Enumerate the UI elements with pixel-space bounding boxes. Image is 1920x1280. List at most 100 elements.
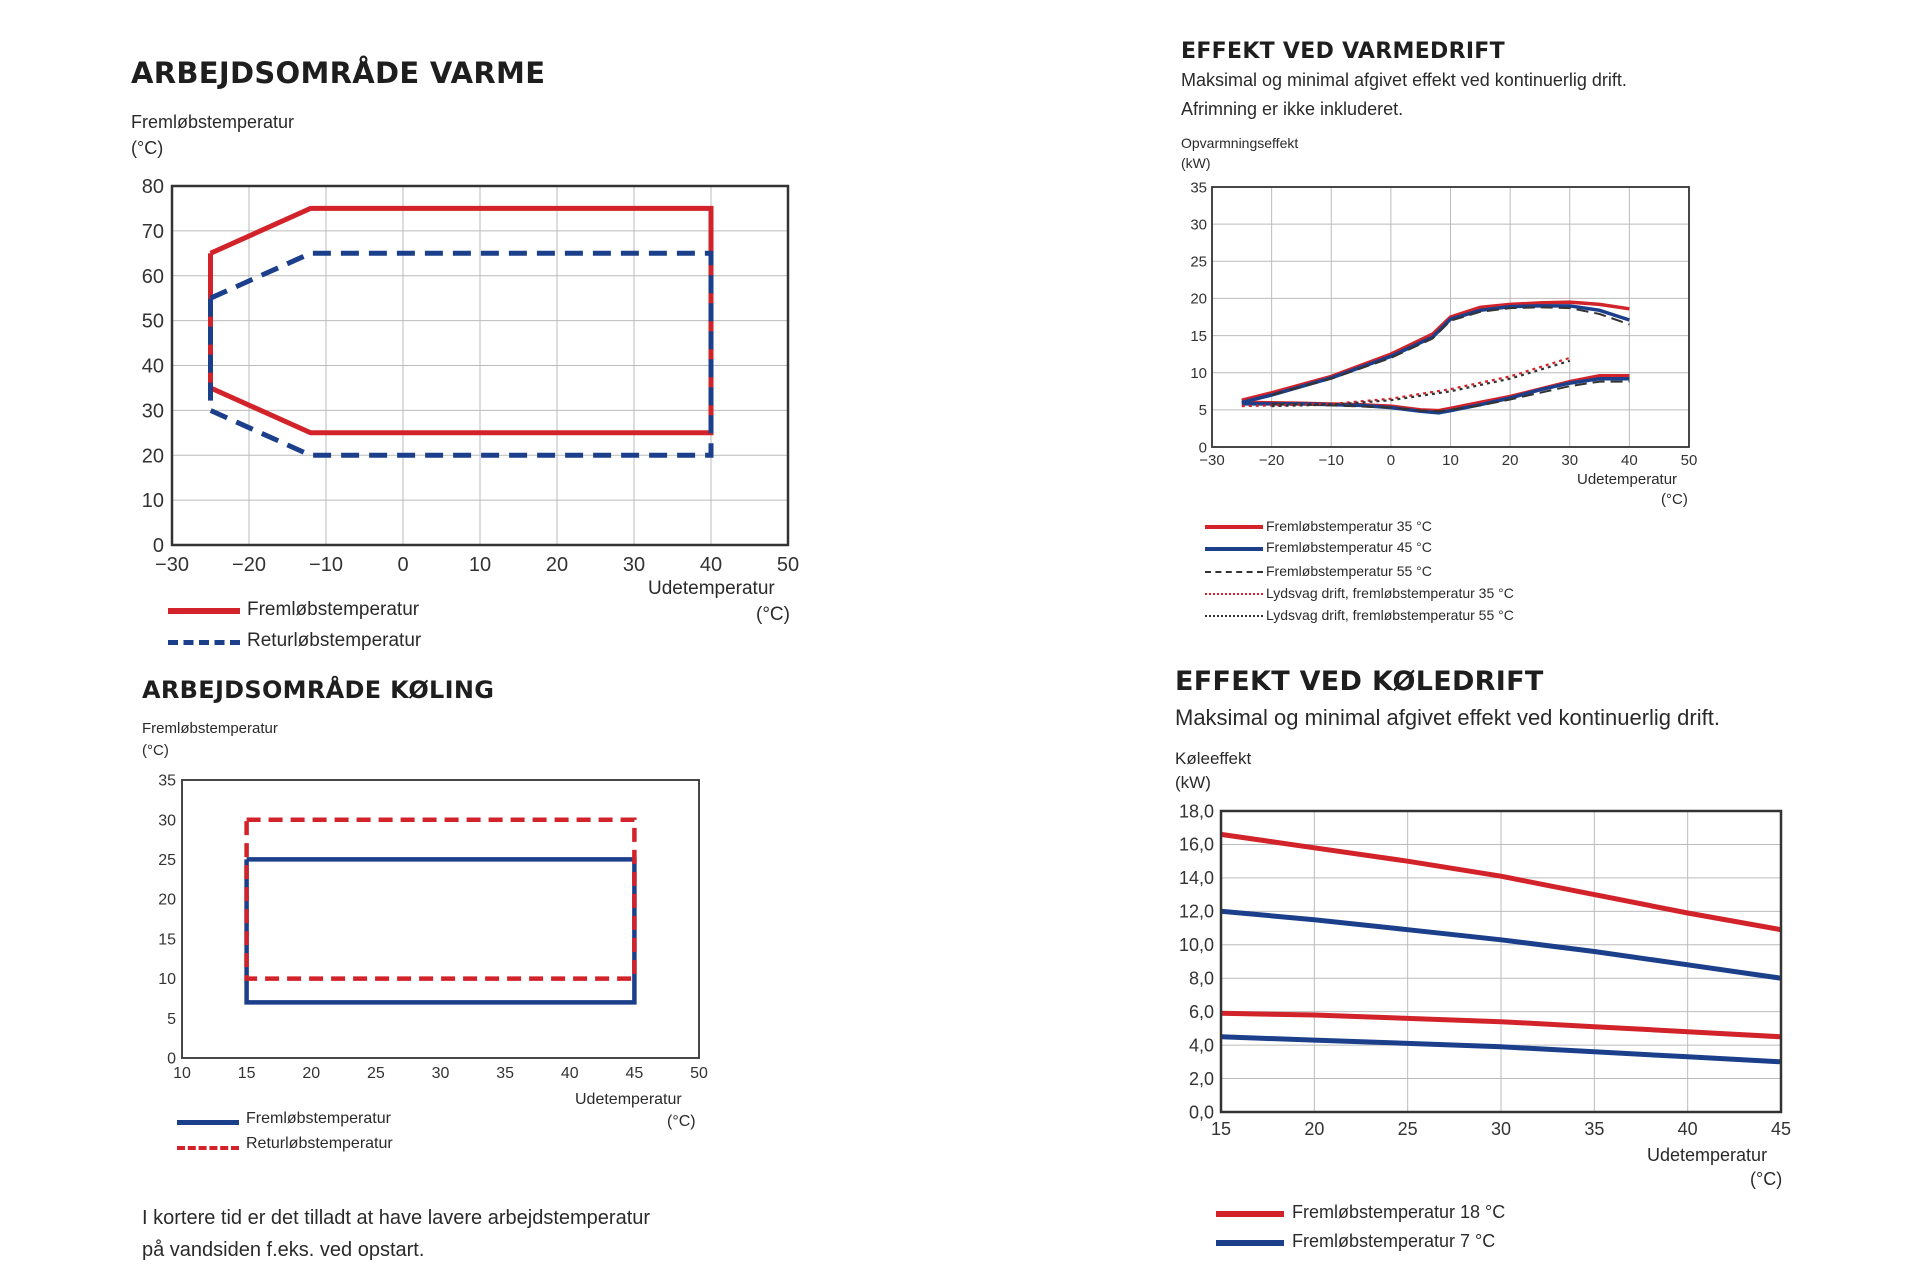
heating-power-legend-45-swatch (1205, 547, 1263, 551)
heating_range-ytick-label: 40 (142, 356, 164, 378)
cooling-range-legend-return: Returløbstemperatur (246, 1135, 393, 1152)
heating_power-ytick-label: 15 (1190, 328, 1207, 345)
cooling_range-xtick-label: 15 (238, 1065, 256, 1082)
cooling-power-subtitle: Maksimal og minimal afgivet effekt ved k… (1175, 705, 1720, 730)
cooling-power-xlabel: Udetemperatur (1647, 1145, 1768, 1165)
cooling_range-frame (181, 779, 700, 1059)
heating-power-yunit: (kW) (1181, 155, 1211, 171)
cooling-range-title: ARBEJDSOMRÅDE KØLING (142, 676, 495, 704)
cooling_power-xtick-label: 25 (1398, 1119, 1418, 1139)
heating_power-frame (1211, 186, 1690, 448)
heating_power-xtick-label: 30 (1561, 452, 1578, 469)
cooling-power-title: EFFEKT VED KØLEDRIFT (1175, 666, 1544, 697)
cooling-power-ylabel: Køleeffekt (1175, 749, 1252, 768)
heating_power-series-4 (1271, 306, 1630, 396)
heating_power-xtick-label: −20 (1259, 452, 1284, 469)
heating_range-series-1 (208, 250, 714, 458)
cooling_range-plot: 10 15 20 25 30 35 40 45 50 0 5 10 15 20 25 30 35 (158, 773, 708, 1082)
heating_range-xtick-label: 50 (777, 554, 799, 576)
cooling-power-yunit: (kW) (1175, 773, 1211, 792)
heating_power-ytick-label: 25 (1190, 254, 1207, 271)
heating_range-xtick-label: 30 (623, 554, 645, 576)
cooling_range-xtick-label: 20 (302, 1065, 320, 1082)
cooling-power-legend-18: Fremløbstemperatur 18 °C (1292, 1202, 1506, 1222)
cooling-power-legend-7: Fremløbstemperatur 7 °C (1292, 1231, 1496, 1251)
cooling-range-legend-return-swatch (177, 1146, 239, 1150)
heating_power-ytick-label: 30 (1190, 216, 1207, 233)
cooling_range-xtick-label: 25 (367, 1065, 385, 1082)
cooling-range-yunit: (°C) (142, 742, 169, 759)
heating-power-ylabel: Opvarmningseffekt (1181, 135, 1299, 151)
heating-range-title: ARBEJDSOMRÅDE VARME (131, 56, 546, 90)
cooling_power-xtick-label: 45 (1771, 1119, 1791, 1139)
heating_power-xtick-label: 0 (1387, 452, 1395, 469)
heating_range-frame (170, 184, 790, 547)
cooling_range-xtick-label: 10 (173, 1065, 191, 1082)
heating_range-xtick-label: 20 (546, 554, 568, 576)
heating-power-subtitle-1: Maksimal og minimal afgivet effekt ved k… (1181, 70, 1627, 90)
cooling_power-ytick-label: 12,0 (1179, 902, 1214, 922)
cooling_range-ytick-label: 20 (158, 892, 176, 909)
heating_power-series-5 (1271, 380, 1630, 413)
note-line-2: på vandsiden f.eks. ved opstart. (142, 1239, 425, 1261)
cooling-power-legend-18-swatch (1216, 1211, 1284, 1217)
cooling_range-ytick-label: 10 (158, 971, 176, 988)
heating_range-ytick-label: 80 (142, 176, 164, 198)
heating_range-ytick-label: 0 (153, 535, 164, 557)
heating_power-ytick-label: 35 (1190, 179, 1207, 196)
heating_range-ytick-label: 60 (142, 266, 164, 288)
cooling_power-ytick-label: 10,0 (1179, 935, 1214, 955)
heating_power-xtick-label: 10 (1442, 452, 1459, 469)
cooling_power-ytick-label: 16,0 (1179, 835, 1214, 855)
heating_range-ytick-label: 70 (142, 221, 164, 243)
cooling-range-legend-supply-swatch (177, 1120, 239, 1125)
cooling_power-ytick-label: 8,0 (1189, 969, 1214, 989)
cooling-range-legend-supply: Fremløbstemperatur (246, 1110, 391, 1127)
heating-power-legend-55-swatch (1205, 571, 1263, 573)
heating-power-legend-quiet-55-swatch (1205, 615, 1263, 617)
heating-range-ylabel: Fremløbstemperatur (131, 112, 295, 132)
heating_power-series-3 (1241, 376, 1630, 415)
heating-range-legend-supply: Fremløbstemperatur (247, 599, 420, 620)
heating_range-ytick-label: 30 (142, 400, 164, 422)
cooling_range-ytick-label: 0 (167, 1051, 176, 1068)
heating-power-legend-55: Fremløbstemperatur 55 °C (1266, 563, 1432, 579)
heating_range-xtick-label: 40 (700, 554, 722, 576)
cooling-power-xunit: (°C) (1750, 1169, 1783, 1189)
cooling_power-series-1 (1220, 1010, 1782, 1040)
heating_power-ytick-label: 10 (1190, 365, 1207, 382)
heating-range-xunit: (°C) (756, 604, 790, 625)
heating_power-series-2 (1241, 304, 1630, 405)
cooling_power-series-0 (1220, 831, 1782, 933)
heating_range-ytick-label: 20 (142, 445, 164, 467)
cooling_power-ytick-label: 4,0 (1189, 1035, 1214, 1055)
cooling_range-ytick-label: 25 (158, 852, 176, 869)
cooling_range-series-1 (244, 817, 637, 981)
heating-power-legend-quiet-55: Lydsvag drift, fremløbstemperatur 55 °C (1266, 607, 1514, 623)
heating-range-yunit: (°C) (131, 138, 164, 158)
heating-power-xunit: (°C) (1661, 491, 1688, 508)
cooling_power-ytick-label: 18,0 (1179, 801, 1214, 821)
heating_power-xtick-label: −10 (1319, 452, 1344, 469)
heating-power-legend-quiet-35-swatch (1205, 593, 1263, 595)
heating-range-legend-return-swatch (168, 640, 240, 645)
cooling_power-ytick-label: 6,0 (1189, 1002, 1214, 1022)
cooling_power-xtick-label: 40 (1678, 1119, 1698, 1139)
heating_range-xtick-label: 10 (469, 554, 491, 576)
heating_range-xtick-label: −30 (155, 554, 189, 576)
heating_power-ytick-label: 0 (1199, 439, 1207, 456)
heating_power-ytick-label: 5 (1199, 402, 1207, 419)
heating-power-subtitle-2: Afrimning er ikke inkluderet. (1181, 99, 1404, 119)
heating_power-xtick-label: 50 (1681, 452, 1698, 469)
heating_range-ytick-label: 10 (142, 490, 164, 512)
cooling_range-xtick-label: 50 (690, 1065, 708, 1082)
heating-power-title: EFFEKT VED VARMEDRIFT (1181, 39, 1505, 64)
cooling_range-series-0 (244, 857, 637, 1005)
cooling_power-series-3 (1220, 1034, 1782, 1065)
cooling_power-xtick-label: 30 (1491, 1119, 1511, 1139)
cooling-power-legend-7-swatch (1216, 1240, 1284, 1246)
heating-power-legend-35-swatch (1205, 525, 1263, 529)
heating_power-plot: −30 −20 −10 0 10 20 30 40 50 0 5 10 15 20 25 30 35 (1190, 179, 1697, 469)
heating_power-xtick-label: −30 (1199, 452, 1224, 469)
